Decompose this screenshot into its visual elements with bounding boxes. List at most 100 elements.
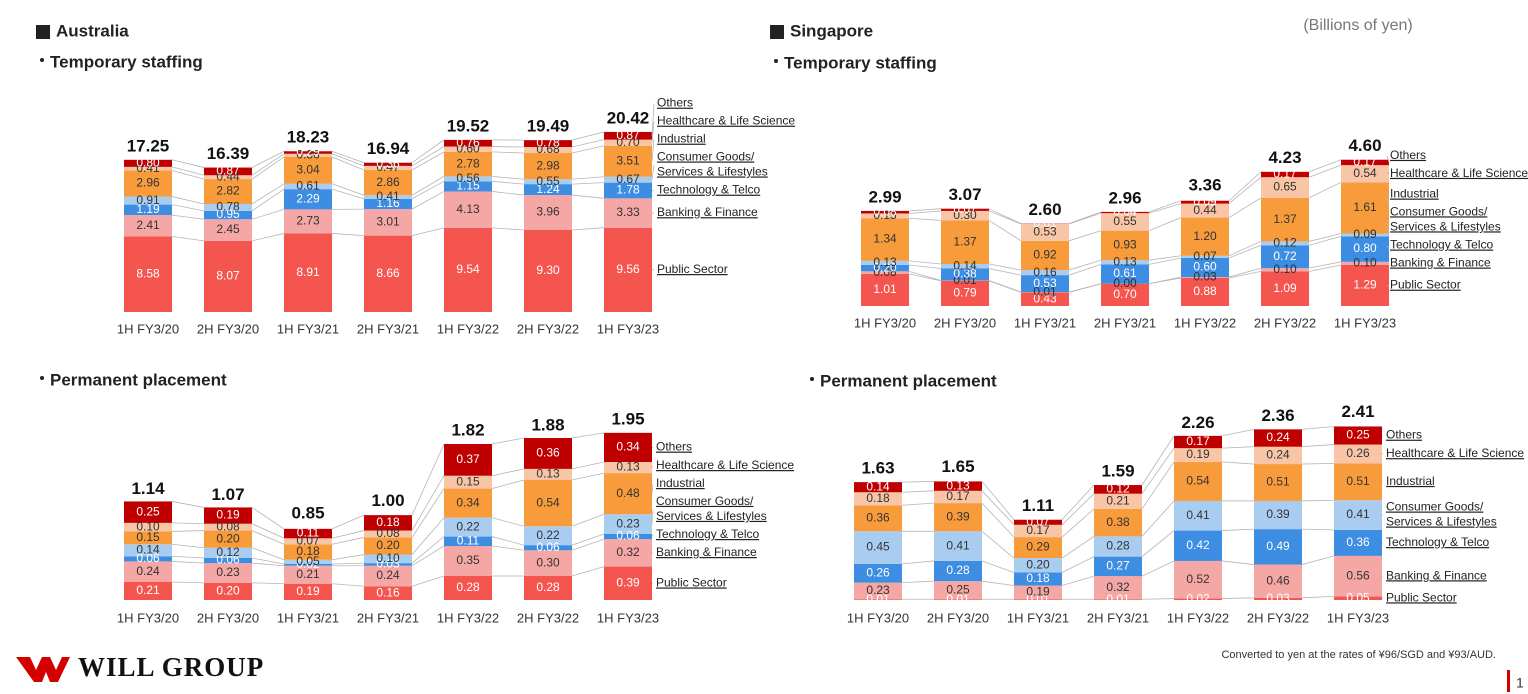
connector (1061, 484, 1095, 521)
segment-label: 0.47 (376, 160, 400, 174)
segment-label: 0.22 (456, 519, 480, 533)
connector (331, 150, 365, 164)
bar-segment (204, 558, 252, 564)
bar-segment (284, 583, 332, 600)
connector (981, 481, 1015, 520)
segment-label: 0.44 (1193, 203, 1217, 217)
connector (908, 264, 942, 269)
bar-segment (524, 153, 572, 180)
connector (571, 461, 605, 470)
legend-leader (1386, 245, 1390, 250)
total-label: 1.65 (941, 457, 974, 476)
bar-segment (124, 170, 172, 197)
bar-segment (934, 560, 982, 582)
x-tick-label: 1H FY3/23 (597, 321, 659, 336)
segment-label: 2.86 (376, 175, 400, 189)
segment-label: 3.04 (296, 163, 320, 177)
x-tick-label: 1H FY3/20 (117, 321, 179, 336)
connector (411, 536, 445, 564)
segment-label: 2.29 (296, 191, 320, 205)
x-tick-label: 1H FY3/22 (437, 610, 499, 625)
connector (491, 227, 525, 231)
segment-label: 0.61 (296, 179, 320, 193)
connector (981, 490, 1015, 526)
x-tick-label: 1H FY3/20 (117, 610, 179, 625)
bar-segment (524, 480, 572, 527)
segment-label: 9.54 (456, 262, 480, 276)
x-tick-label: 2H FY3/21 (357, 321, 419, 336)
bar-segment (284, 544, 332, 560)
segment-label: 2.82 (216, 184, 240, 198)
connector (171, 543, 205, 549)
bar-segment (604, 514, 652, 534)
connector (1148, 200, 1182, 213)
segment-label: 0.13 (873, 255, 897, 269)
connector (988, 263, 1022, 271)
logo-text: WILL GROUP (78, 652, 264, 682)
bar-segment (941, 264, 989, 269)
bar-segment (934, 531, 982, 561)
region-marker (36, 25, 50, 39)
connector (1061, 575, 1095, 586)
total-label: 1.11 (1022, 496, 1054, 515)
x-tick-label: 2H FY3/20 (197, 321, 259, 336)
segment-label: 0.07 (1193, 249, 1217, 263)
connector (411, 443, 445, 516)
legend-label: Consumer Goods/Services & Lifestyles (1390, 205, 1501, 234)
connector (491, 191, 525, 196)
bar-segment (364, 530, 412, 538)
connector (171, 235, 205, 242)
connector (1221, 461, 1255, 465)
segment-label: 0.56 (1346, 568, 1370, 582)
bar-segment (204, 582, 252, 600)
connector (411, 180, 445, 200)
connector (1301, 462, 1335, 465)
x-tick-label: 2H FY3/20 (927, 610, 989, 625)
segment-label: 0.22 (536, 528, 560, 542)
segment-label: 0.02 (1186, 591, 1210, 605)
segment-label: 1.20 (1193, 229, 1217, 243)
bar-segment (941, 210, 989, 221)
connector (171, 166, 205, 176)
segment-label: 0.07 (296, 533, 320, 547)
bar-segment (524, 147, 572, 154)
segment-label: 0.39 (1266, 507, 1290, 521)
segment-label: 0.70 (1113, 287, 1137, 301)
segment-label: 0.24 (376, 568, 400, 582)
bar-segment (444, 517, 492, 537)
bar-segment (1254, 429, 1302, 447)
legend-label: Public Sector (1390, 278, 1461, 292)
connector (1061, 536, 1095, 559)
legend-label: Healthcare & Life Science (657, 114, 795, 128)
segment-label: 0.92 (1033, 248, 1057, 262)
bar-segment (934, 581, 982, 600)
segment-label: 0.12 (216, 545, 240, 559)
legend-leader (651, 139, 655, 162)
bar-segment (1174, 560, 1222, 599)
bar-segment (444, 546, 492, 576)
x-tick-label: 1H FY3/20 (854, 315, 916, 330)
bar-segment (284, 528, 332, 539)
segment-label: 0.17 (1353, 155, 1377, 169)
segment-label: 0.00 (1113, 276, 1137, 290)
segment-label: 0.30 (953, 208, 977, 222)
connector (251, 150, 285, 168)
bar-segment (364, 235, 412, 312)
segment-label: 9.56 (616, 262, 640, 276)
connector (251, 547, 285, 561)
segment-label: 0.01 (1033, 216, 1057, 230)
segment-label: 0.01 (1106, 592, 1130, 606)
total-label: 1.00 (371, 491, 404, 510)
bar-segment (604, 566, 652, 600)
bar-segment (1181, 277, 1229, 279)
connector (331, 188, 365, 200)
segment-label: 0.08 (873, 204, 897, 218)
bar-segment (204, 203, 252, 211)
bar-segment (524, 526, 572, 546)
connector (1061, 493, 1095, 526)
bar-segment (524, 179, 572, 185)
bar-segment (364, 209, 412, 236)
bar-segment (1261, 245, 1309, 269)
legend-leader (651, 465, 654, 468)
bar-segment (204, 167, 252, 176)
